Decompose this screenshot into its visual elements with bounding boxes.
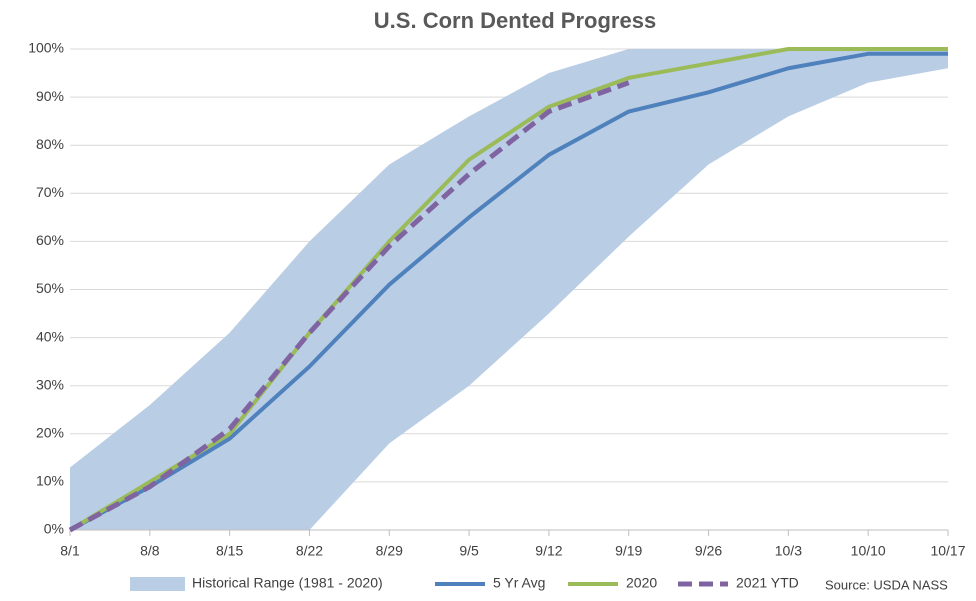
x-tick-label: 10/10 <box>851 543 886 559</box>
y-tick-label: 20% <box>36 425 64 441</box>
x-tick-label: 9/19 <box>615 543 642 559</box>
legend-label: Historical Range (1981 - 2020) <box>192 575 383 591</box>
x-tick-label: 8/15 <box>216 543 243 559</box>
range-area <box>70 49 948 530</box>
series-line <box>68 80 630 533</box>
x-tick-label: 8/29 <box>376 543 403 559</box>
legend-label: 2021 YTD <box>736 575 799 591</box>
y-tick-label: 80% <box>36 136 64 152</box>
y-tick-label: 90% <box>36 88 64 104</box>
y-tick-label: 30% <box>36 376 64 392</box>
legend-label: 2020 <box>626 575 657 591</box>
series-line <box>68 47 948 532</box>
y-tick-label: 60% <box>36 232 64 248</box>
y-tick-label: 40% <box>36 328 64 344</box>
x-tick-label: 10/17 <box>930 543 965 559</box>
x-tick-label: 9/5 <box>459 543 479 559</box>
y-tick-label: 0% <box>44 521 64 537</box>
source-note: Source: USDA NASS <box>825 577 948 592</box>
chart-title: U.S. Corn Dented Progress <box>374 8 656 33</box>
x-tick-label: 9/12 <box>535 543 562 559</box>
y-tick-label: 100% <box>28 40 64 56</box>
x-tick-label: 10/3 <box>775 543 802 559</box>
series-line <box>69 51 948 532</box>
x-tick-label: 8/8 <box>140 543 160 559</box>
legend-label: 5 Yr Avg <box>493 575 545 591</box>
x-tick-label: 8/1 <box>60 543 80 559</box>
legend-swatch <box>130 577 185 591</box>
x-tick-label: 8/22 <box>296 543 323 559</box>
y-tick-label: 10% <box>36 473 64 489</box>
y-tick-label: 70% <box>36 184 64 200</box>
x-tick-label: 9/26 <box>695 543 722 559</box>
y-tick-label: 50% <box>36 280 64 296</box>
